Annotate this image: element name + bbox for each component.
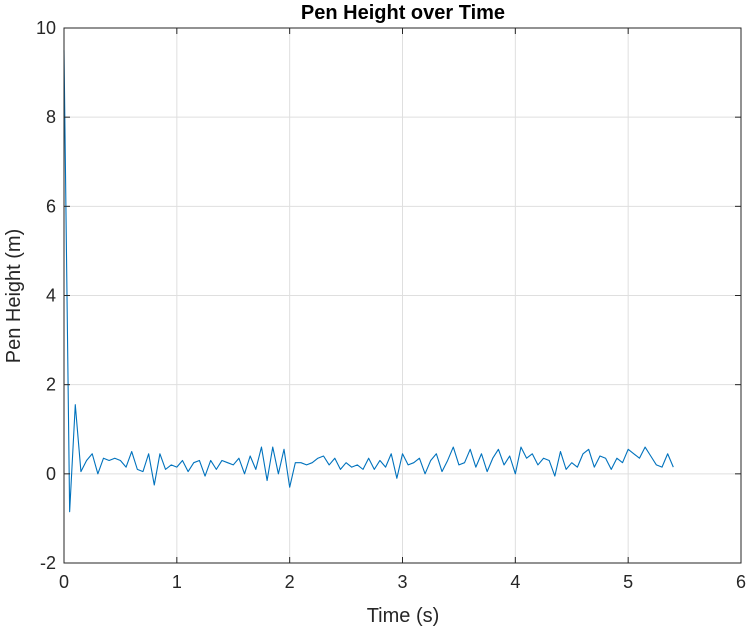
x-tick-label: 4 [510,572,520,592]
x-axis-label: Time (s) [367,605,440,627]
chart-title: Pen Height over Time [301,2,505,24]
x-tick-label: 6 [736,572,746,592]
y-tick-label: 4 [46,286,56,306]
y-tick-label: 8 [46,107,56,127]
x-tick-label: 5 [623,572,633,592]
series-line [63,50,674,513]
x-tick-label: 0 [59,572,69,592]
y-tick-label: 10 [36,18,56,38]
plot-area [63,50,674,513]
y-tick-label: 6 [46,196,56,216]
y-tick-label: 2 [46,375,56,395]
x-tick-label: 2 [285,572,295,592]
y-tick-label: -2 [40,553,56,573]
x-tick-label: 1 [172,572,182,592]
y-tick-label: 0 [46,464,56,484]
x-tick-label: 3 [397,572,407,592]
y-axis-label: Pen Height (m) [3,229,25,364]
